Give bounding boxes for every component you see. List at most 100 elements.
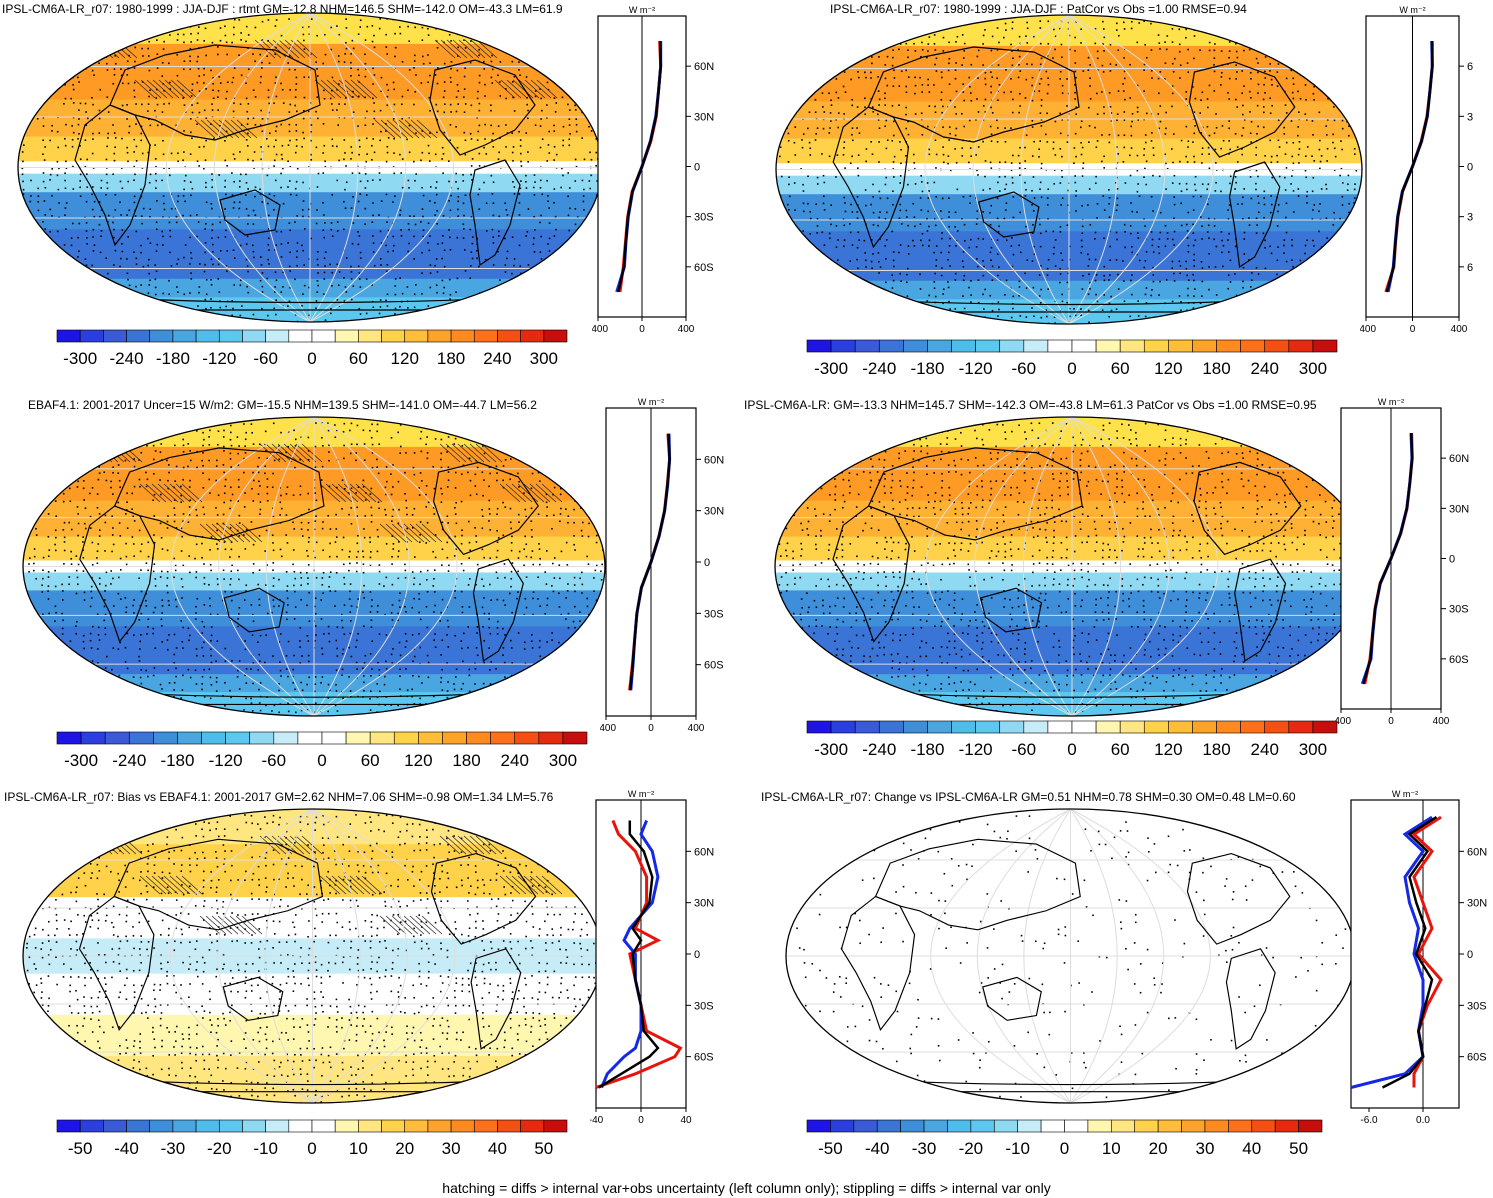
colorbar-label: -40 bbox=[865, 1139, 890, 1158]
colorbar-swatch bbox=[854, 720, 880, 734]
colorbar-swatch bbox=[427, 1119, 452, 1133]
colorbar-swatch bbox=[923, 1119, 948, 1133]
colorbar-label: -60 bbox=[262, 751, 287, 770]
colorbar-label: -240 bbox=[862, 740, 896, 759]
colorbar-swatch bbox=[334, 1119, 359, 1133]
colorbar-label: -40 bbox=[114, 1139, 139, 1158]
lat-tick-label: 30S bbox=[694, 1000, 714, 1012]
panel-6: IPSL-CM6A-LR_r07: Change vs IPSL-CM6A-LR… bbox=[745, 784, 1493, 1179]
panel-2: IPSL-CM6A-LR_r07: 1980-1999 : JJA-DJF : … bbox=[745, 0, 1493, 380]
profile-series-obs bbox=[600, 819, 660, 1089]
colorbar-swatch bbox=[1071, 720, 1097, 734]
colorbar-swatch bbox=[903, 339, 928, 353]
colorbar-label: 50 bbox=[534, 1139, 553, 1158]
colorbar-swatch bbox=[358, 329, 382, 343]
panel-5: IPSL-CM6A-LR_r07: Bias vs EBAF4.1: 2001-… bbox=[0, 784, 740, 1179]
colorbar-swatch bbox=[1023, 720, 1049, 734]
colorbar-label: -240 bbox=[110, 349, 144, 368]
colorbar-swatch bbox=[288, 1119, 313, 1133]
colorbar-swatch bbox=[830, 720, 856, 734]
colorbar-swatch bbox=[1023, 339, 1049, 353]
units-label: W m⁻² bbox=[1399, 5, 1425, 15]
colorbar-swatches bbox=[806, 339, 1338, 353]
lat-tick-label: 0 bbox=[1467, 949, 1473, 961]
zonal-mean-profile: W m⁻² 60N 30N 0 30S 60S -400 0 400 bbox=[592, 5, 714, 335]
colorbar-label: 180 bbox=[1202, 740, 1230, 759]
robinson-map bbox=[17, 12, 603, 323]
colorbar-swatch bbox=[218, 1119, 243, 1133]
colorbar-swatch bbox=[1204, 1119, 1229, 1133]
lat-tick-label: 30N bbox=[1467, 898, 1487, 910]
colorbar-label: 300 bbox=[530, 349, 558, 368]
colorbar-swatch bbox=[393, 731, 419, 745]
colorbar-swatch bbox=[1216, 720, 1241, 734]
colorbar-swatch bbox=[56, 329, 81, 343]
colorbar-swatch bbox=[1312, 339, 1338, 353]
lat-tick-label: 0 bbox=[694, 162, 700, 174]
colorbar-swatch bbox=[830, 339, 856, 353]
colorbar-swatch bbox=[830, 1119, 855, 1133]
colorbar-swatch bbox=[1143, 720, 1169, 734]
colorbar-swatch bbox=[249, 731, 275, 745]
colorbar-swatch bbox=[1228, 1119, 1253, 1133]
colorbar-swatch bbox=[273, 731, 299, 745]
colorbar-swatch bbox=[126, 329, 151, 343]
colorbar-swatch bbox=[195, 329, 220, 343]
colorbar-swatch bbox=[195, 1119, 220, 1133]
colorbar-label: 60 bbox=[1111, 740, 1130, 759]
colorbar-swatch bbox=[1240, 339, 1266, 353]
colorbar-swatch bbox=[450, 329, 475, 343]
colorbar: -300 -240 -180 -120 -60 0 60 120 180 240 300 bbox=[56, 329, 568, 368]
colorbar-swatch bbox=[1134, 1119, 1159, 1133]
lat-tick-label: 60S bbox=[1449, 654, 1469, 666]
colorbar-swatch bbox=[903, 720, 928, 734]
lat-tick-label: 60S bbox=[694, 1052, 714, 1064]
colorbar-swatch bbox=[172, 329, 197, 343]
colorbar-swatch bbox=[1168, 339, 1193, 353]
colorbar-swatch bbox=[497, 1119, 521, 1133]
colorbar-swatch bbox=[56, 1119, 81, 1133]
colorbar-swatch bbox=[806, 339, 832, 353]
colorbar-swatch bbox=[1298, 1119, 1323, 1133]
robinson-map bbox=[774, 416, 1370, 717]
panel-title: IPSL-CM6A-LR_r07: Bias vs EBAF4.1: 2001-… bbox=[4, 790, 554, 804]
lat-tick-label: 30N bbox=[704, 506, 724, 518]
colorbar-label: 40 bbox=[1242, 1139, 1261, 1158]
x-tick-label: 0 bbox=[1410, 324, 1416, 335]
colorbar-label: -60 bbox=[1012, 359, 1037, 378]
colorbar-swatch bbox=[853, 1119, 878, 1133]
colorbar-swatch bbox=[153, 731, 178, 745]
colorbar-swatch bbox=[80, 731, 106, 745]
colorbar-label: -50 bbox=[68, 1139, 93, 1158]
colorbar-label: 120 bbox=[1154, 740, 1182, 759]
colorbar-label: 120 bbox=[391, 349, 419, 368]
x-tick-label: 0.0 bbox=[1416, 1115, 1430, 1126]
lat-tick-label: 0 bbox=[1467, 162, 1473, 174]
colorbar-label: 20 bbox=[395, 1139, 414, 1158]
colorbar-swatch bbox=[1192, 339, 1217, 353]
colorbar-swatch bbox=[369, 731, 395, 745]
colorbar-swatch bbox=[265, 1119, 290, 1133]
lat-tick-label: 60N bbox=[1467, 846, 1487, 858]
colorbar-label: 0 bbox=[1067, 740, 1076, 759]
colorbar-swatch bbox=[951, 339, 976, 353]
colorbar-swatch bbox=[490, 731, 516, 745]
panel-title: EBAF4.1: 2001-2017 Uncer=15 W/m2: GM=-15… bbox=[28, 398, 537, 412]
colorbar-label: 0 bbox=[1067, 359, 1076, 378]
colorbar-swatch bbox=[1143, 339, 1169, 353]
colorbar-label: -180 bbox=[160, 751, 194, 770]
colorbar-swatch bbox=[126, 1119, 151, 1133]
colorbar-swatch bbox=[103, 329, 127, 343]
colorbar-label: 240 bbox=[1251, 359, 1279, 378]
colorbar-swatch bbox=[1264, 339, 1290, 353]
colorbar-swatch bbox=[242, 1119, 266, 1133]
colorbar-swatches bbox=[56, 329, 568, 343]
lat-tick-label: 30S bbox=[694, 212, 714, 224]
colorbar-swatch bbox=[79, 1119, 104, 1133]
colorbar-label: -20 bbox=[207, 1139, 232, 1158]
colorbar-swatches bbox=[56, 731, 588, 745]
colorbar-swatch bbox=[947, 1119, 972, 1133]
colorbar-label: -300 bbox=[64, 751, 98, 770]
lat-tick-label: 60S bbox=[694, 262, 714, 274]
colorbar-swatch bbox=[999, 339, 1025, 353]
